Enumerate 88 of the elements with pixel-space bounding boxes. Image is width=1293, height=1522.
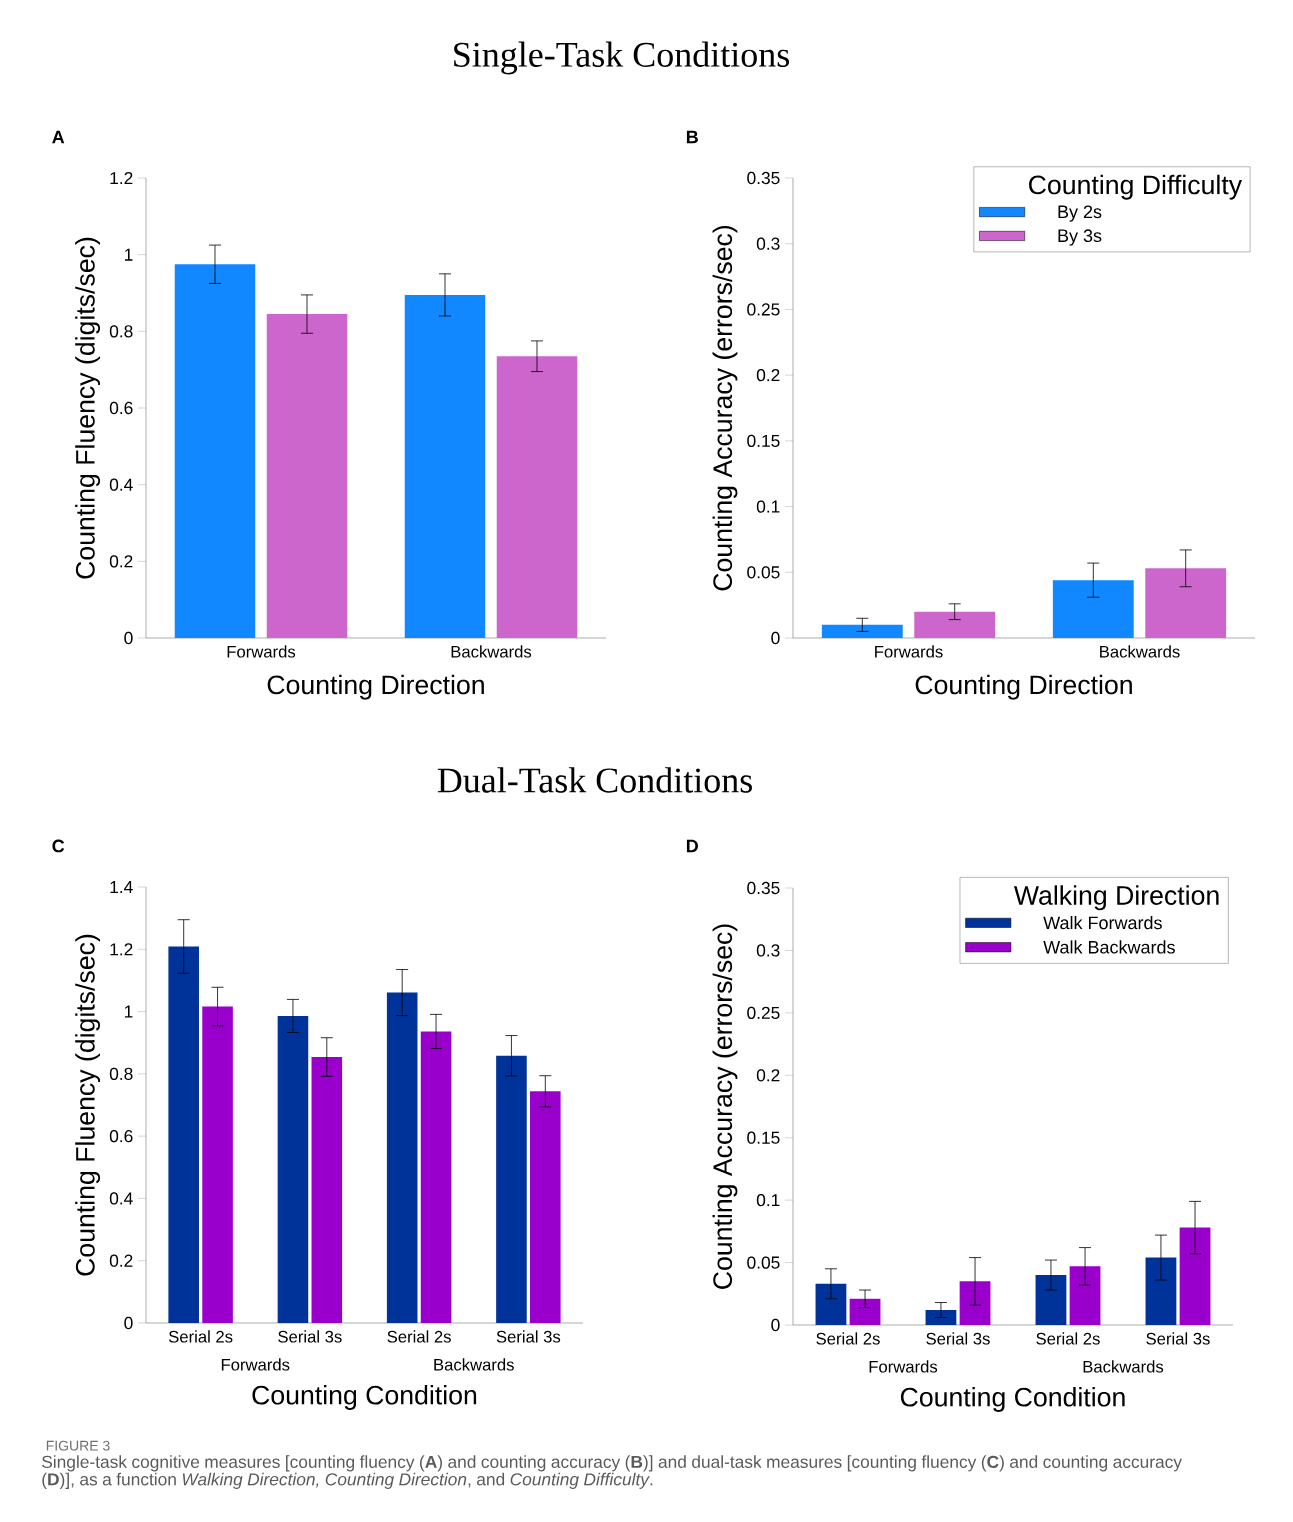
y-tick-label: 1 [124,248,133,261]
y-tick-label: 0.05 [747,566,780,579]
bar [202,1006,233,1323]
x-axis-title: Counting Condition [252,1385,477,1410]
y-tick-label: 0.3 [756,237,780,250]
y-tick-label: 0 [124,631,133,645]
x-tick-label: Forwards [227,645,296,658]
y-tick-label: 0.6 [109,1130,133,1143]
legend-label: By 2s [1058,205,1102,222]
y-tick-label: 0 [124,1316,133,1330]
text: Forwards [221,1358,290,1371]
text: FIGURE 3 [46,1440,110,1451]
bar [174,264,256,638]
chart-title: Single-Task Conditions [454,41,789,75]
bar [386,992,418,1323]
y-tick-label: 0.35 [747,171,780,185]
y-tick-label: 0.2 [756,1069,780,1082]
bar [530,1091,561,1323]
x-tick-label: Forwards [875,645,943,658]
bar [277,1015,309,1323]
y-axis-title: Counting Accuracy (errors/sec) [712,225,738,591]
x-tick-label: Backwards [451,645,532,658]
y-tick-label: 0.15 [747,1131,780,1144]
bar [420,1031,452,1323]
x-tick-label: Serial 2s [387,1330,451,1343]
y-tick-label: 0.1 [756,500,780,513]
chart-subtitle: A [52,130,65,144]
y-axis-title: Counting Fluency (digits/sec) [75,934,101,1276]
y-tick-label: 0.3 [756,944,780,957]
legend-label: Walk Forwards [1043,916,1162,930]
legend-label: By 3s [1058,229,1102,246]
chart-title: B [686,130,698,144]
y-tick-label: 0.05 [747,1256,780,1269]
y-axis-title: Counting Fluency (digits/sec) [75,237,101,579]
text: Backwards [1083,1360,1164,1373]
bar [266,314,348,638]
y-tick-label: 1 [124,1005,133,1018]
y-tick-label: 0.2 [109,555,133,568]
legend-title: Walking Direction [1013,885,1219,911]
x-tick-label: Serial 2s [1036,1332,1100,1345]
y-tick-label: 0.4 [109,1192,133,1205]
x-tick-label: Serial 3s [496,1330,561,1343]
x-tick-label: Serial 2s [816,1332,880,1345]
x-tick-label: Backwards [1100,645,1180,658]
chart-title: D [686,839,698,853]
y-tick-label: 0.2 [109,1254,133,1267]
x-tick-label: Serial 3s [926,1332,990,1345]
y-axis-title: Counting Accuracy (errors/sec) [712,924,738,1289]
bar [311,1057,343,1323]
chart-title: Dual-Task Conditions [437,767,752,793]
y-tick-label: 0.35 [747,881,780,895]
bar [404,294,486,638]
bar [1069,1266,1101,1325]
y-tick-label: 1.2 [110,943,133,956]
chart-subtitle: C [52,839,65,853]
text: Forwards [869,1360,938,1373]
bar [1035,1275,1067,1325]
text: Backwards [434,1358,514,1371]
y-tick-label: 0.1 [756,1194,780,1207]
y-tick-label: 0.25 [747,303,780,316]
legend-label: Walk Backwards [1043,940,1175,954]
bar [925,1310,957,1325]
x-tick-label: Serial 3s [1146,1332,1210,1345]
y-tick-label: 0.15 [747,434,780,447]
x-axis-title: Counting Condition [900,1387,1125,1412]
bar [496,1055,527,1323]
y-tick-label: 0.2 [756,369,780,382]
x-tick-label: Serial 3s [278,1330,342,1343]
y-tick-label: 0.8 [109,1067,133,1080]
y-tick-label: 0 [771,1318,780,1332]
bar [1179,1227,1211,1325]
y-tick-label: 0.8 [109,325,133,338]
x-tick-label: Serial 2s [168,1330,233,1343]
bar [1145,1257,1177,1325]
text: Single-task cognitive measures [counting fluency (A) and counting accuracy (B)] and dual-task measures [counting fluency (C) and counting accuracy (D)], as a function Walking Direction, Counting Direction, and Counting Difficulty. [42,1455,1182,1489]
y-tick-label: 0.6 [109,401,133,415]
y-tick-label: 1.4 [110,881,133,893]
bar [815,1283,847,1325]
bar [849,1298,881,1325]
y-tick-label: 0.4 [109,478,133,491]
bar [496,356,578,638]
x-axis-title: Counting Direction [267,674,484,700]
x-axis-title: Counting Direction [915,674,1132,700]
y-tick-label: 0.25 [747,1006,780,1019]
y-tick-label: 1.2 [110,171,133,185]
bar [168,946,199,1323]
y-tick-label: 0 [771,631,780,645]
legend-title: Counting Difficulty [1029,174,1243,200]
